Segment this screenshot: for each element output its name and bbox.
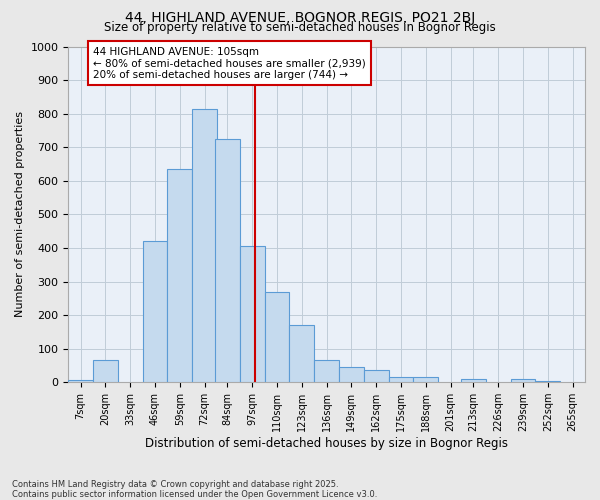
Bar bbox=[289, 325, 314, 382]
Text: 44, HIGHLAND AVENUE, BOGNOR REGIS, PO21 2BJ: 44, HIGHLAND AVENUE, BOGNOR REGIS, PO21 … bbox=[125, 11, 475, 25]
Bar bbox=[265, 292, 289, 382]
Text: 44 HIGHLAND AVENUE: 105sqm
← 80% of semi-detached houses are smaller (2,939)
20%: 44 HIGHLAND AVENUE: 105sqm ← 80% of semi… bbox=[93, 46, 366, 80]
X-axis label: Distribution of semi-detached houses by size in Bognor Regis: Distribution of semi-detached houses by … bbox=[145, 437, 508, 450]
Text: Size of property relative to semi-detached houses in Bognor Regis: Size of property relative to semi-detach… bbox=[104, 21, 496, 34]
Bar bbox=[215, 139, 240, 382]
Bar bbox=[240, 246, 265, 382]
Bar bbox=[413, 377, 438, 382]
Bar bbox=[68, 380, 93, 382]
Text: Contains HM Land Registry data © Crown copyright and database right 2025.
Contai: Contains HM Land Registry data © Crown c… bbox=[12, 480, 377, 499]
Bar bbox=[389, 377, 413, 382]
Bar bbox=[535, 380, 560, 382]
Bar bbox=[339, 367, 364, 382]
Y-axis label: Number of semi-detached properties: Number of semi-detached properties bbox=[15, 112, 25, 318]
Bar bbox=[314, 360, 339, 382]
Bar bbox=[511, 379, 535, 382]
Bar bbox=[167, 169, 192, 382]
Bar bbox=[192, 108, 217, 382]
Bar bbox=[93, 360, 118, 382]
Bar bbox=[461, 379, 486, 382]
Bar bbox=[143, 241, 167, 382]
Bar bbox=[364, 370, 389, 382]
